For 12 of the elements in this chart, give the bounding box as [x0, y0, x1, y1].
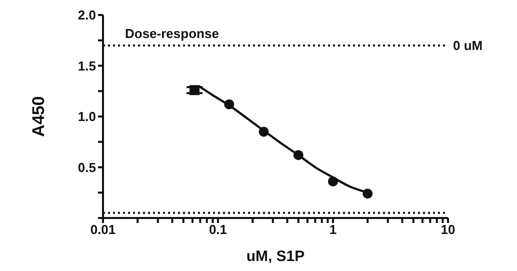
y-tick-label: 0.5 — [78, 160, 96, 175]
x-tick-label: 0.01 — [90, 222, 116, 238]
x-tick-label: 0.1 — [208, 222, 228, 238]
y-tick-label: 2.0 — [78, 8, 96, 23]
x-axis-title: uM, S1P — [246, 248, 305, 265]
ref-line-label: 0 uM — [453, 38, 483, 54]
y-axis-title: A450 — [29, 96, 48, 137]
y-tick-label: 1.5 — [78, 58, 96, 74]
y-tick-label: 1.0 — [78, 109, 96, 124]
x-tick-label: 1 — [329, 222, 337, 238]
x-tick-label: 10 — [440, 222, 456, 238]
text: Dose-response — [125, 26, 219, 41]
